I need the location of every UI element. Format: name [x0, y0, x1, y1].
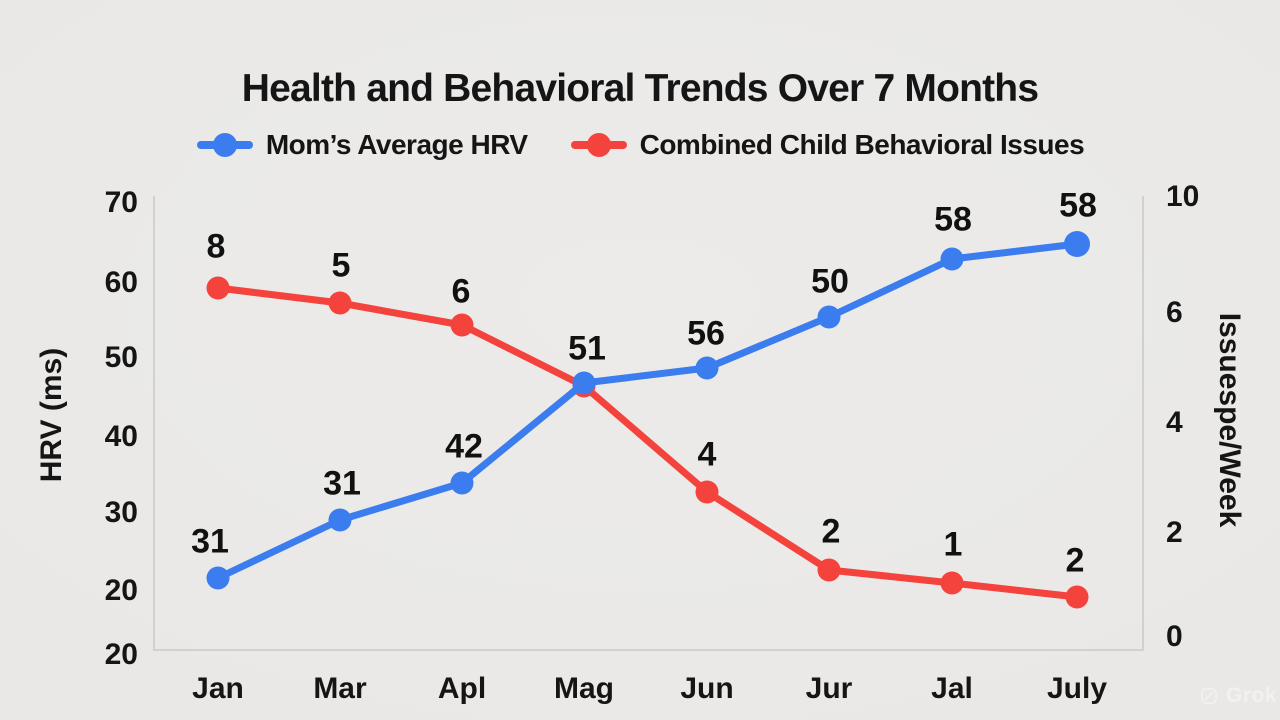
right-tick-label: 0: [1166, 620, 1183, 653]
line-marker-icon: [570, 133, 627, 157]
data-label: 58: [934, 200, 972, 239]
watermark: Grok: [1200, 684, 1277, 708]
line-marker-icon: [196, 133, 253, 157]
data-point-marker: [695, 480, 719, 504]
data-point-marker: [328, 291, 352, 315]
left-tick-label: 40: [104, 420, 138, 453]
legend-label-mom-hrv: Mom’s Average HRV: [265, 129, 528, 160]
data-point-marker: [450, 471, 474, 495]
data-point-marker: [1065, 585, 1089, 609]
left-tick-label: 20: [104, 574, 138, 607]
legend: Mom’s Average HRV Combined Child Behavio…: [0, 129, 1280, 161]
data-label: 5: [331, 246, 351, 285]
data-point-marker: [1064, 231, 1090, 257]
x-tick-label: Jan: [192, 672, 244, 705]
data-label: 4: [697, 435, 717, 474]
right-tick-label: 6: [1166, 296, 1183, 329]
data-label: 2: [821, 512, 841, 551]
data-label: 51: [568, 329, 606, 368]
data-label: 56: [687, 314, 725, 353]
data-point-marker: [817, 305, 841, 329]
left-tick-label: 20: [104, 638, 138, 671]
data-point-marker: [206, 566, 230, 590]
data-label: 2: [1065, 541, 1085, 580]
data-point-marker: [206, 276, 230, 300]
legend-item-mom-hrv: Mom’s Average HRV: [196, 129, 528, 161]
x-tick-label: Mar: [313, 672, 367, 705]
x-tick-label: Mag: [554, 672, 614, 705]
data-point-marker: [940, 247, 964, 271]
left-tick-label: 70: [104, 186, 138, 219]
right-tick-label: 2: [1166, 516, 1183, 549]
data-point-marker: [695, 356, 719, 380]
data-label: 50: [811, 262, 849, 301]
data-label: 31: [191, 522, 229, 561]
grok-logo-icon: [1200, 687, 1218, 705]
x-tick-label: Apl: [437, 672, 487, 705]
left-tick-label: 30: [104, 496, 138, 529]
data-point-marker: [572, 371, 596, 395]
series-line-issues: [214, 284, 1081, 601]
data-point-marker: [328, 508, 352, 532]
data-label: 31: [323, 464, 361, 503]
data-label: 8: [206, 227, 226, 266]
data-label: 6: [451, 272, 471, 311]
chart-title: Health and Behavioral Trends Over 7 Mont…: [241, 67, 1039, 110]
x-tick-label: Jal: [931, 672, 973, 705]
watermark-text: Grok: [1226, 684, 1278, 707]
series-line-hrv: [214, 240, 1081, 582]
x-tick-label: Jun: [680, 672, 734, 705]
right-tick-label: 10: [1166, 180, 1200, 213]
data-label: 1: [943, 525, 963, 564]
left-tick-label: 50: [104, 341, 138, 374]
left-tick-label: 60: [104, 266, 138, 299]
right-tick-label: 4: [1166, 406, 1183, 439]
data-point-marker: [940, 571, 964, 595]
x-tick-label: July: [1046, 672, 1108, 705]
data-label: 58: [1059, 186, 1097, 225]
x-tick-label: Jur: [805, 672, 853, 705]
data-label: 42: [445, 427, 483, 466]
legend-label-child-issues: Combined Child Behavioral Issues: [639, 129, 1085, 160]
data-point-marker: [817, 558, 841, 582]
axis-frame: [153, 196, 1144, 651]
data-point-marker: [450, 313, 474, 337]
legend-item-child-issues: Combined Child Behavioral Issues: [570, 129, 1085, 161]
